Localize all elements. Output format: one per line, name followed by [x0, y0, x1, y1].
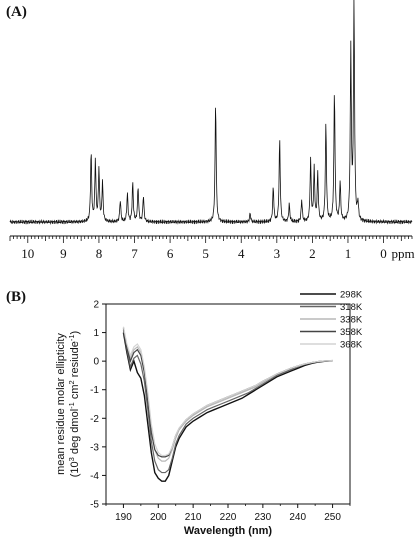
cd-spectrum-panel: 190 200 210 220 230 240 250 210-1-2-3-4-5 Wave…	[55, 290, 363, 537]
panel-b-label: (B)	[6, 289, 26, 305]
wavelength-tick-label: 200	[150, 512, 167, 523]
ppm-tick-label: 0	[380, 246, 387, 261]
cd-series-group	[122, 326, 333, 482]
cd-series-line-298K	[122, 332, 333, 482]
wavelength-tick-label: 190	[115, 512, 132, 523]
ppm-tick-label: 2	[309, 246, 316, 261]
ppm-tick-label: 6	[167, 246, 174, 261]
ppm-tick-label: 5	[202, 246, 209, 261]
nmr-spectrum-panel: 10 9 8 7 6 5 4 3 2 1 0 ppm	[9, 0, 415, 261]
wavelength-tick-label: 240	[289, 512, 306, 523]
ppm-axis-label: ppm	[392, 246, 415, 261]
ppm-tick-label: 3	[274, 246, 281, 261]
wavelength-tick-label: 210	[185, 512, 202, 523]
ellipticity-tick-label: -3	[90, 442, 99, 453]
ellipticity-axis-label: mean residue molar ellipticity (103 deg d…	[55, 331, 81, 477]
ellipticity-tick-label: 2	[93, 300, 99, 311]
ellipticity-tick-label: -2	[90, 414, 99, 425]
ellipticity-tick-label: -4	[90, 471, 99, 482]
wavelength-tick-label: 220	[220, 512, 237, 523]
nmr-spectrum-line	[9, 0, 413, 225]
legend-label: 298K	[340, 290, 363, 301]
ppm-tick-label: 7	[131, 246, 138, 261]
legend-label: 338K	[340, 315, 363, 326]
ellipticity-tick-label: 0	[93, 357, 99, 368]
ellipticity-axis-label-line2: (103 deg dmol-1 cm2 resiude-1)	[67, 331, 82, 477]
cd-series-line-358K	[122, 328, 333, 458]
ellipticity-tick-label: 1	[93, 328, 99, 339]
ppm-tick-label: 4	[238, 246, 245, 261]
cd-series-line-318K	[122, 329, 333, 474]
ppm-tick-label: 10	[21, 246, 34, 261]
ellipticity-tick-label: -5	[90, 500, 99, 511]
wavelength-axis-ticks: 190 200 210 220 230 240 250	[105, 504, 351, 523]
ppm-tick-label: 1	[345, 246, 352, 261]
wavelength-tick-label: 230	[255, 512, 272, 523]
ellipticity-axis-ticks: 2 1 0 -1 -2 -3 -4 -5	[90, 300, 106, 511]
ppm-tick-label: 8	[96, 246, 103, 261]
ppm-axis-ticks: 10 9 8 7 6 5 4 3 2 1 0	[9, 236, 413, 261]
ellipticity-tick-label: -1	[90, 385, 99, 396]
ellipticity-axis-label-line1: mean residue molar ellipticity	[55, 333, 67, 475]
wavelength-tick-label: 250	[324, 512, 341, 523]
legend-label: 358K	[340, 327, 363, 338]
wavelength-axis-label: Wavelength (nm)	[184, 525, 273, 537]
cd-series-line-368K	[122, 326, 333, 457]
legend-label: 318K	[340, 302, 363, 313]
ppm-tick-label: 9	[60, 246, 67, 261]
panel-a-label: (A)	[6, 4, 27, 20]
legend-label: 368K	[340, 340, 363, 351]
